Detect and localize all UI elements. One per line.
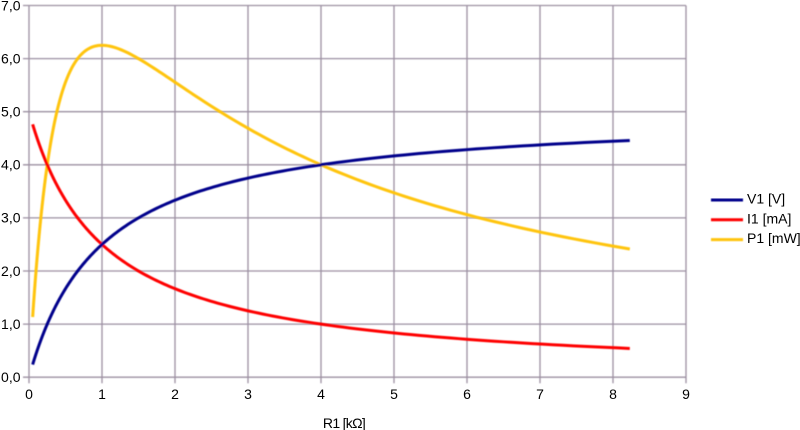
svg-text:I1 [mA]: I1 [mA] xyxy=(747,210,791,226)
svg-text:9: 9 xyxy=(682,386,690,402)
svg-text:1: 1 xyxy=(98,386,106,402)
svg-text:P1 [mW]: P1 [mW] xyxy=(747,230,800,246)
svg-text:0,0: 0,0 xyxy=(1,369,21,385)
svg-text:R1 [kΩ]: R1 [kΩ] xyxy=(323,415,365,430)
svg-text:3: 3 xyxy=(244,386,252,402)
svg-text:0: 0 xyxy=(25,386,33,402)
svg-text:2: 2 xyxy=(171,386,179,402)
svg-text:1,0: 1,0 xyxy=(1,316,21,332)
svg-text:4,0: 4,0 xyxy=(1,157,21,173)
svg-text:6: 6 xyxy=(463,386,471,402)
svg-text:5,0: 5,0 xyxy=(1,104,21,120)
svg-text:8: 8 xyxy=(609,386,617,402)
svg-text:7: 7 xyxy=(536,386,544,402)
svg-text:5: 5 xyxy=(390,386,398,402)
svg-text:3,0: 3,0 xyxy=(1,210,21,226)
svg-text:2,0: 2,0 xyxy=(1,263,21,279)
svg-text:V1 [V]: V1 [V] xyxy=(747,191,785,207)
svg-text:7,0: 7,0 xyxy=(1,0,21,13)
svg-text:4: 4 xyxy=(317,386,325,402)
svg-text:6,0: 6,0 xyxy=(1,50,21,66)
